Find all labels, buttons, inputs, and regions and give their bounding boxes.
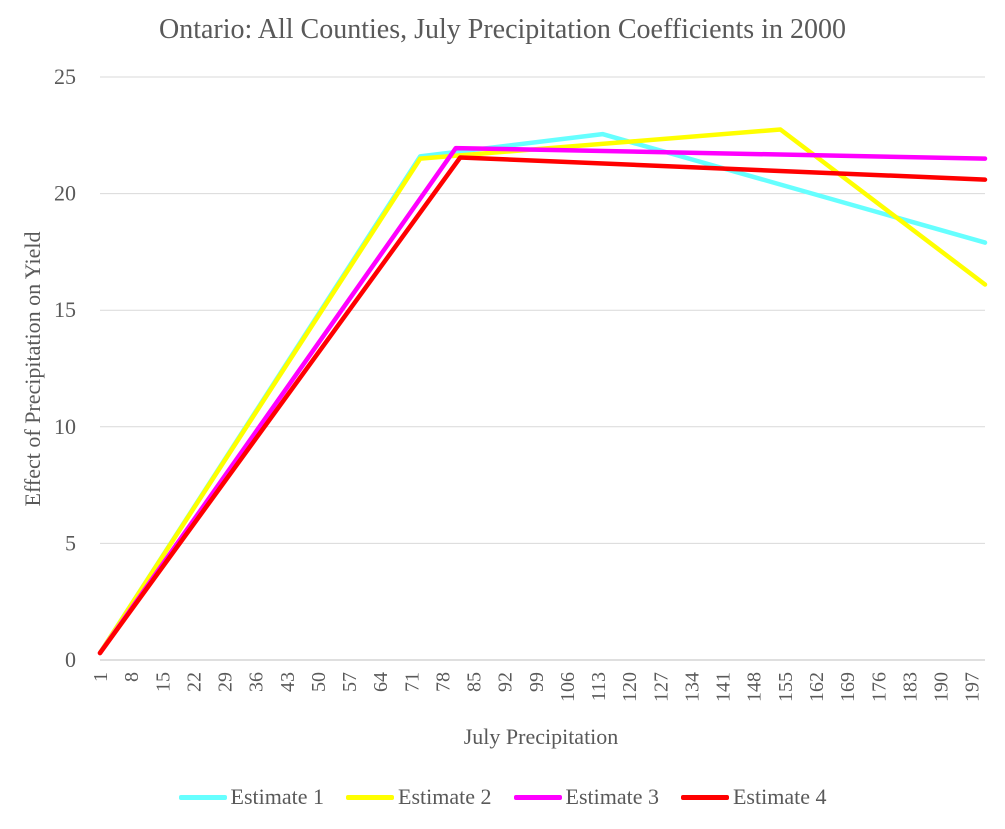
series-line-estimate-4 (97, 155, 988, 656)
y-tick-label: 15 (54, 297, 76, 322)
x-tick-label: 183 (899, 672, 921, 702)
series-line-estimate-3 (97, 145, 988, 656)
legend-item-estimate-4: Estimate 4 (680, 784, 827, 810)
y-axis-ticks: 0 5 10 15 20 25 (54, 64, 76, 672)
x-tick-label: 43 (277, 672, 299, 692)
x-tick-label: 29 (215, 672, 237, 692)
x-tick-label: 162 (806, 672, 828, 702)
legend-label: Estimate 2 (398, 784, 492, 809)
legend-swatch (346, 794, 395, 800)
y-tick-label: 20 (54, 181, 76, 206)
x-tick-label: 1 (90, 672, 112, 682)
grid-lines (100, 76, 985, 661)
x-tick-label: 169 (837, 672, 859, 702)
legend: Estimate 1 Estimate 2 Estimate 3 Estimat… (0, 784, 1005, 810)
legend-item-estimate-2: Estimate 2 (346, 784, 492, 810)
x-tick-label: 36 (246, 672, 268, 692)
y-tick-label: 5 (65, 530, 76, 555)
x-tick-label: 176 (868, 672, 890, 702)
x-tick-label: 8 (121, 672, 143, 682)
x-axis-title: July Precipitation (464, 724, 619, 749)
x-tick-label: 120 (619, 672, 641, 702)
legend-swatch (178, 794, 227, 800)
legend-item-estimate-3: Estimate 3 (513, 784, 659, 810)
series-line-estimate-2 (97, 127, 988, 656)
x-tick-label: 64 (370, 672, 392, 692)
series-lines (97, 127, 988, 656)
x-tick-label: 78 (432, 672, 454, 692)
x-tick-label: 71 (401, 672, 423, 692)
x-tick-label: 127 (650, 672, 672, 702)
x-tick-label: 155 (775, 672, 797, 702)
legend-label: Estimate 1 (230, 784, 325, 809)
x-tick-label: 92 (495, 672, 517, 692)
x-tick-label: 141 (713, 672, 735, 702)
x-tick-label: 22 (183, 672, 205, 692)
x-tick-label: 99 (526, 672, 548, 692)
y-tick-label: 0 (65, 647, 76, 672)
y-axis-title: Effect of Precipitation on Yield (20, 232, 45, 507)
y-tick-label: 10 (54, 414, 76, 439)
x-tick-label: 113 (588, 672, 610, 701)
x-tick-label: 57 (339, 672, 361, 692)
x-tick-label: 15 (152, 672, 174, 692)
y-tick-label: 25 (54, 64, 76, 89)
x-tick-label: 190 (931, 672, 953, 702)
x-tick-label: 85 (464, 672, 486, 692)
chart-title: Ontario: All Counties, July Precipitatio… (159, 14, 846, 45)
x-tick-label: 197 (962, 672, 984, 702)
x-tick-label: 134 (681, 672, 703, 702)
legend-item-estimate-1: Estimate 1 (178, 784, 325, 810)
series-line-estimate-1 (97, 131, 988, 656)
legend-swatch (680, 794, 729, 800)
legend-label: Estimate 4 (732, 784, 827, 809)
x-tick-label: 50 (308, 672, 330, 692)
legend-swatch (513, 794, 562, 800)
legend-label: Estimate 3 (565, 784, 659, 809)
x-tick-label: 148 (744, 672, 766, 702)
x-tick-label: 106 (557, 672, 579, 702)
x-axis-ticks: 1 8 15 22 29 36 43 50 57 64 71 78 85 92 99 106 113 120 127… (90, 672, 984, 702)
